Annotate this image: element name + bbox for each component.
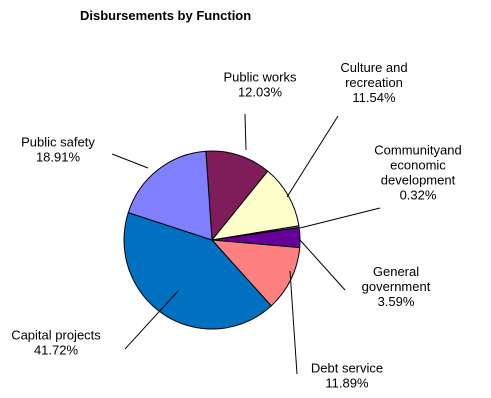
- label-community-and-economic-development: Communityand economic development 0.32%: [374, 143, 461, 203]
- label-public-safety: Public safety 18.91%: [21, 135, 95, 165]
- chart-title: Disbursements by Function: [80, 8, 251, 23]
- label-capital-projects: Capital projects 41.72%: [11, 328, 101, 358]
- leader-capital-projects: [124, 290, 179, 350]
- label-culture-and-recreation: Culture and recreation 11.54%: [340, 60, 407, 105]
- label-public-works: Public works 12.03%: [224, 70, 297, 100]
- slice-capital-projects: [123, 211, 272, 330]
- leader-culture-and-recreation: [286, 115, 339, 198]
- label-general-government: General government 3.59%: [362, 264, 431, 309]
- leader-general-government: [299, 239, 346, 291]
- leader-public-safety: [111, 153, 149, 169]
- leader-debt-service: [289, 270, 298, 375]
- slice-public-safety: [127, 150, 213, 241]
- leader-lines: [111, 113, 381, 375]
- label-debt-service: Debt service 11.89%: [311, 361, 383, 391]
- slice-labels: Public works 12.03% Culture and recreation 1…: [11, 60, 462, 391]
- leader-community-and-economic-development: [299, 207, 381, 229]
- leader-public-works: [244, 113, 247, 151]
- slice-public-works: [205, 150, 269, 242]
- pie-slices: [123, 150, 301, 330]
